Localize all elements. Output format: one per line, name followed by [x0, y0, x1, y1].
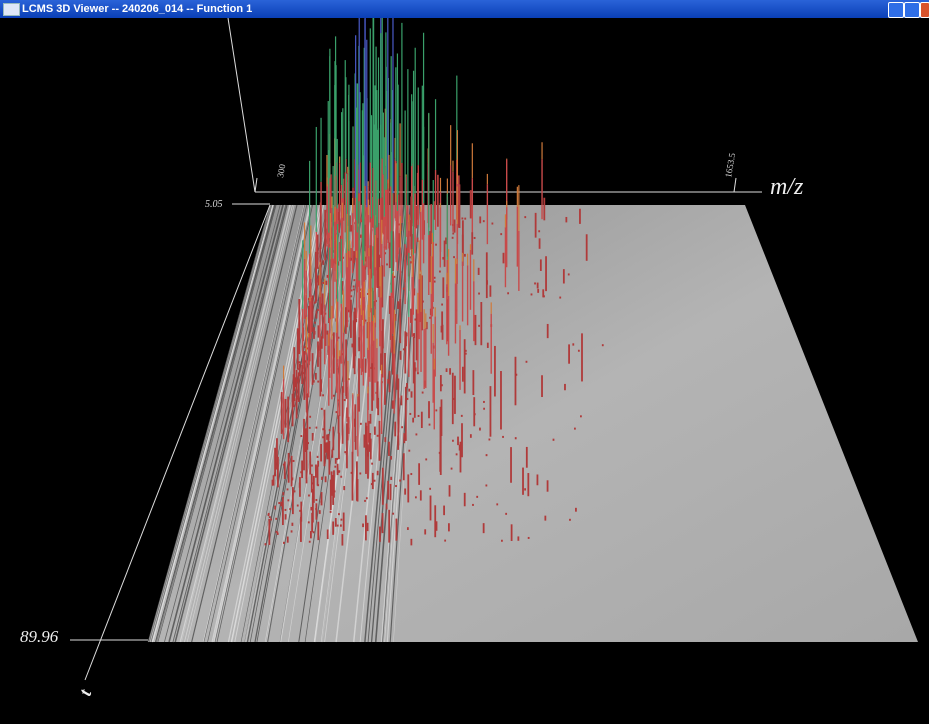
app-icon	[3, 3, 20, 16]
x-axis-label: m/z	[770, 174, 804, 200]
t-end-label: 89.96	[20, 627, 59, 646]
restore-button[interactable]	[904, 2, 920, 18]
surface	[148, 205, 918, 642]
t-start-label: 5.05	[205, 199, 223, 210]
axis-frame	[228, 18, 255, 192]
tick	[734, 178, 736, 192]
window-title: LCMS 3D Viewer -- 240206_014 -- Function…	[22, 0, 252, 18]
x-start-label: 300	[275, 163, 287, 179]
title-bar: LCMS 3D Viewer -- 240206_014 -- Function…	[0, 0, 929, 18]
page: LCMS 3D Viewer -- 240206_014 -- Function…	[0, 0, 929, 724]
t-axis-label: t	[75, 686, 96, 698]
minimize-button[interactable]	[888, 2, 904, 18]
close-button[interactable]	[920, 2, 929, 18]
x-end-label: 1653.5	[723, 152, 737, 179]
viewer-3d: 300 1653.5 m/z 5.05 89.96 t	[0, 18, 929, 724]
tick	[255, 178, 257, 192]
